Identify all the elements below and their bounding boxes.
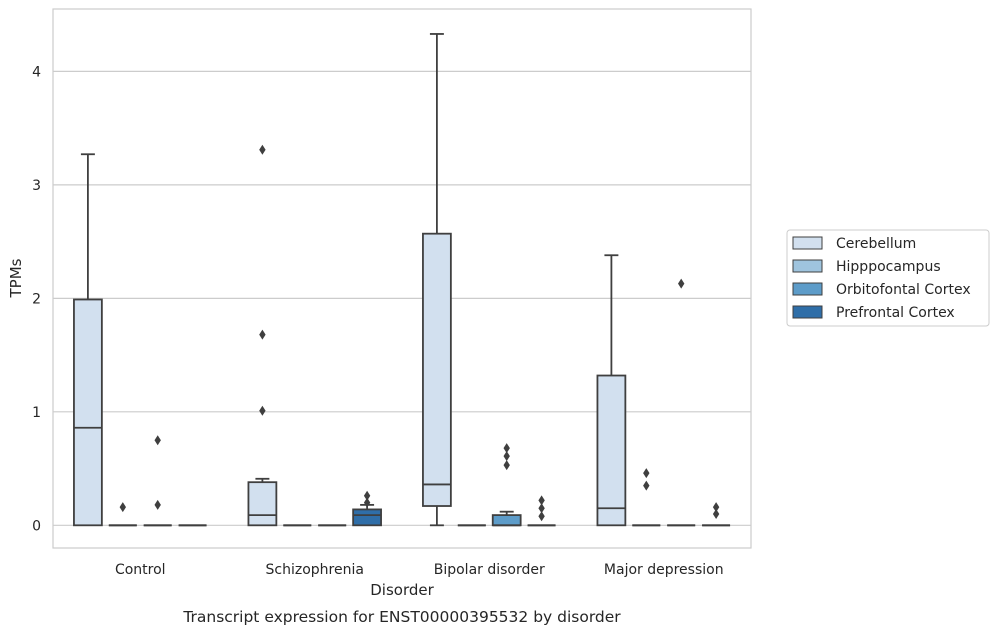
box-group (527, 495, 556, 527)
box-group (667, 278, 696, 527)
y-tick-labels: 0 1 2 3 4 (32, 64, 41, 534)
outlier-point (538, 495, 545, 506)
gridlines (53, 70, 751, 526)
y-axis-label: TPMs (7, 258, 25, 298)
outlier-point (712, 502, 720, 513)
box-group (247, 144, 278, 527)
legend-label: Orbitofontal Cortex (836, 282, 971, 298)
outlier-point (643, 480, 650, 491)
x-axis-label: Disorder (370, 581, 434, 599)
box-group (596, 254, 627, 527)
y-tick-label: 0 (32, 518, 41, 534)
x-tick-label: Bipolar disorder (434, 562, 545, 578)
box-group (491, 443, 522, 527)
outlier-point (538, 511, 545, 522)
x-tick-label: Control (115, 562, 166, 578)
outlier-point (712, 508, 720, 519)
legend-swatch (792, 259, 823, 273)
box (247, 481, 278, 527)
outlier-point (363, 490, 371, 501)
x-tick-label: Schizophrenia (266, 562, 364, 578)
legend-label: Prefrontal Cortex (836, 305, 955, 321)
y-tick-label: 4 (32, 64, 41, 80)
legend-label: Cerebellum (836, 236, 916, 252)
outlier-point (503, 451, 510, 462)
outlier-point (503, 460, 510, 471)
box-group (632, 468, 661, 527)
legend-items: Cerebellum Hipppocampus Orbitofontal Corte… (792, 236, 971, 321)
box (352, 508, 382, 527)
y-tick-label: 3 (32, 178, 41, 194)
box (73, 298, 103, 527)
plot-area-frame (52, 8, 752, 549)
box-group (108, 502, 137, 527)
legend-label: Hipppocampus (836, 259, 941, 275)
outlier-point (643, 468, 650, 479)
legend: Cerebellum Hipppocampus Orbitofontal Corte… (786, 229, 990, 327)
outlier-point (259, 329, 266, 340)
plot-marks (73, 33, 731, 527)
box-group (702, 502, 731, 527)
x-tick-labels: Control Schizophrenia Bipolar disorder Majo… (115, 562, 724, 578)
legend-swatch (792, 282, 823, 296)
box-group (73, 153, 103, 527)
outlier-point (119, 502, 126, 513)
outlier-point (503, 443, 510, 454)
outlier-point (678, 278, 685, 289)
box (491, 514, 522, 527)
x-tick-label: Major depression (604, 562, 724, 578)
legend-frame (786, 229, 990, 327)
box-group (422, 33, 452, 527)
outlier-point (154, 435, 161, 446)
legend-swatch (792, 236, 823, 250)
legend-swatch (792, 305, 823, 319)
chart-caption: Transcript expression for ENST0000039553… (182, 608, 621, 626)
box (596, 374, 627, 527)
y-tick-label: 2 (32, 291, 41, 307)
outlier-point (259, 405, 266, 416)
outlier-point (154, 499, 161, 510)
box (422, 232, 452, 507)
y-tick-label: 1 (32, 405, 41, 421)
box-group (352, 490, 382, 527)
outlier-point (538, 503, 545, 514)
box-group (143, 435, 172, 527)
outlier-point (259, 144, 266, 155)
outlier-point (363, 497, 371, 508)
